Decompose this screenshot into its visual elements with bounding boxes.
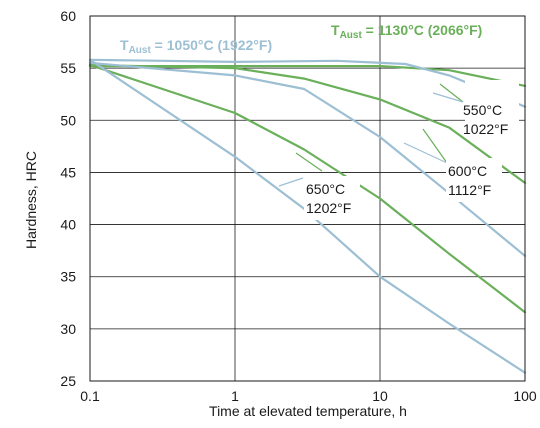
leader-line-0 bbox=[439, 83, 464, 103]
leader-line-2 bbox=[422, 128, 448, 164]
y-tick-labels: 25 30 35 40 45 50 55 60 bbox=[60, 8, 76, 389]
series-lines bbox=[88, 58, 527, 374]
series-line-1130c-600c bbox=[88, 63, 527, 184]
leader-line-1 bbox=[432, 92, 464, 103]
x-tick-label: 0.1 bbox=[80, 388, 100, 404]
annotation-650-f: 1202°F bbox=[306, 200, 351, 216]
x-tick-labels: 0.1 1 10 100 bbox=[80, 388, 537, 404]
y-tick-label: 60 bbox=[60, 8, 76, 24]
y-axis-label: Hardness, HRC bbox=[23, 151, 39, 249]
annotation-600-c: 600°C bbox=[448, 163, 487, 179]
legend-1050: TAust = 1050°C (1922°F) bbox=[120, 37, 272, 56]
y-tick-label: 40 bbox=[60, 217, 76, 233]
annotation-leaders bbox=[278, 83, 464, 187]
leader-line-4 bbox=[295, 152, 323, 172]
annotation-550-c: 550°C bbox=[463, 102, 502, 118]
plot-frame bbox=[89, 15, 526, 382]
x-tick-label: 1 bbox=[231, 388, 239, 404]
y-tick-label: 45 bbox=[60, 164, 76, 180]
x-axis-label: Time at elevated temperature, h bbox=[209, 403, 407, 419]
annotation-600-f: 1112°F bbox=[448, 182, 491, 198]
y-tick-label: 55 bbox=[60, 60, 76, 76]
x-tick-label: 100 bbox=[513, 388, 537, 404]
leader-line-3 bbox=[403, 142, 448, 164]
x-tick-label: 10 bbox=[372, 388, 388, 404]
series-line-1050c-650c bbox=[88, 58, 527, 374]
series-line-1050c-600c bbox=[88, 61, 527, 257]
y-tick-label: 35 bbox=[60, 269, 76, 285]
legend-1130: TAust = 1130°C (2066°F) bbox=[331, 22, 482, 41]
y-tick-label: 50 bbox=[60, 112, 76, 128]
annotation-550-f: 1022°F bbox=[463, 121, 508, 137]
series-line-1130c-650c bbox=[88, 63, 527, 314]
leader-line-5 bbox=[278, 177, 304, 187]
series-line-1050c-550c bbox=[88, 58, 527, 108]
y-tick-label: 30 bbox=[60, 321, 76, 337]
y-tick-label: 25 bbox=[60, 373, 76, 389]
annotation-650-c: 650°C bbox=[306, 181, 345, 197]
